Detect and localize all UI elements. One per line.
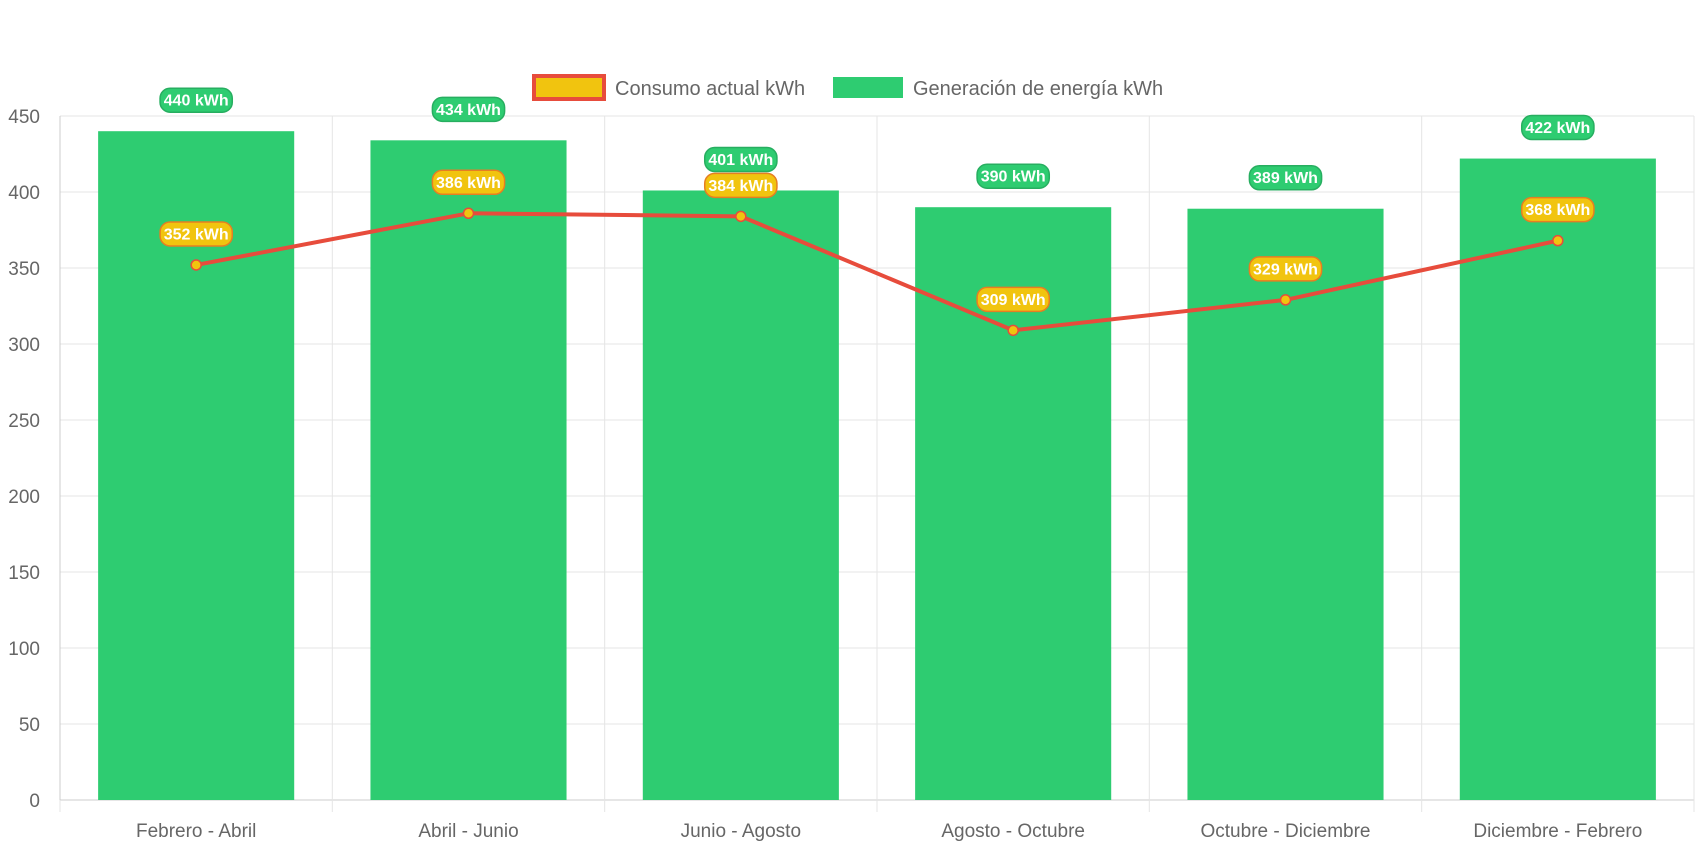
data-label-bg	[1520, 114, 1595, 141]
data-label-bg	[976, 286, 1051, 313]
bar-data-label: 422 kWh	[1520, 114, 1595, 141]
line-point	[1279, 294, 1292, 306]
x-tick-label: Junio - Agosto	[681, 821, 801, 842]
line-data-label: 329 kWh	[1248, 256, 1323, 282]
bar-data-label: 390 kWh	[976, 163, 1051, 189]
y-tick-label: 300	[8, 335, 40, 356]
bar-data-label: 440 kWh	[159, 87, 234, 113]
line-point	[735, 210, 747, 223]
legend-item-generacion[interactable]: Generación de energía kWh	[833, 77, 1163, 100]
y-tick-label: 450	[8, 107, 40, 128]
consumo-line	[195, 211, 1559, 333]
bar-data-label: 389 kWh	[1248, 164, 1323, 191]
x-tick-label: Octubre - Diciembre	[1201, 821, 1371, 842]
grid	[59, 115, 1695, 812]
x-tick-label: Diciembre - Febrero	[1473, 821, 1642, 842]
x-tick-label: Febrero - Abril	[136, 821, 256, 842]
data-label-bg	[159, 221, 234, 247]
line-point	[462, 207, 475, 220]
data-label-bg	[703, 172, 778, 199]
y-tick-label: 200	[8, 487, 40, 508]
bar-series	[98, 131, 1656, 801]
legend-swatch-consumo	[532, 74, 606, 101]
line-point	[1007, 324, 1019, 337]
data-label-bg	[976, 163, 1051, 189]
data-labels: 440 kWh 434 kWh 401 kWh 390 kWh 389 kWh 422 k…	[159, 87, 1595, 313]
data-label-text: 440 kWh	[164, 93, 229, 110]
line-data-label: 368 kWh	[1520, 196, 1595, 223]
line-data-label: 352 kWh	[159, 221, 234, 247]
data-label-text: 401 kWh	[708, 152, 773, 169]
data-label-bg	[159, 87, 234, 113]
legend: Consumo actual kWh Generación de energía…	[532, 74, 1163, 101]
data-label-text: 329 kWh	[1253, 261, 1318, 278]
data-label-text: 422 kWh	[1525, 120, 1590, 137]
bar-data-label: 434 kWh	[431, 96, 506, 123]
y-tick-label: 50	[19, 715, 40, 736]
line-data-label: 384 kWh	[703, 172, 778, 199]
line-data-label: 309 kWh	[976, 286, 1051, 313]
data-label-text: 389 kWh	[1253, 170, 1318, 187]
line-series	[190, 207, 1564, 337]
legend-swatch-generacion	[833, 77, 903, 98]
axes: 0 50 100 150 200 250 300 350 400 450 Febrero - Abr…	[8, 107, 1642, 842]
bar	[370, 140, 567, 800]
line-point	[190, 259, 202, 271]
y-tick-label: 150	[8, 563, 40, 584]
data-label-bg	[1520, 196, 1595, 223]
data-label-bg	[1248, 164, 1323, 191]
legend-item-consumo[interactable]: Consumo actual kWh	[532, 74, 805, 101]
line-data-label: 386 kWh	[431, 169, 506, 196]
y-tick-label: 0	[29, 791, 40, 812]
bar	[642, 190, 839, 801]
data-label-text: 352 kWh	[164, 226, 229, 243]
data-label-text: 434 kWh	[436, 102, 501, 119]
legend-label-generacion: Generación de energía kWh	[913, 78, 1163, 100]
data-label-bg	[703, 146, 778, 173]
legend-label-consumo: Consumo actual kWh	[615, 78, 805, 100]
y-tick-label: 250	[8, 411, 40, 432]
data-label-bg	[1248, 256, 1323, 282]
data-label-text: 384 kWh	[708, 178, 773, 195]
line-point	[1552, 234, 1564, 247]
data-label-text: 390 kWh	[981, 169, 1046, 186]
y-tick-label: 350	[8, 259, 40, 280]
y-tick-label: 400	[8, 183, 40, 204]
x-tick-label: Abril - Junio	[418, 821, 518, 842]
data-label-text: 368 kWh	[1525, 202, 1590, 219]
data-label-bg	[431, 96, 506, 123]
bar	[1459, 158, 1656, 800]
data-label-text: 309 kWh	[981, 292, 1046, 309]
bar-data-label: 401 kWh	[703, 146, 778, 173]
x-tick-label: Agosto - Octubre	[941, 821, 1085, 842]
y-tick-label: 100	[8, 639, 40, 660]
data-label-bg	[431, 169, 506, 196]
data-label-text: 386 kWh	[436, 175, 501, 192]
